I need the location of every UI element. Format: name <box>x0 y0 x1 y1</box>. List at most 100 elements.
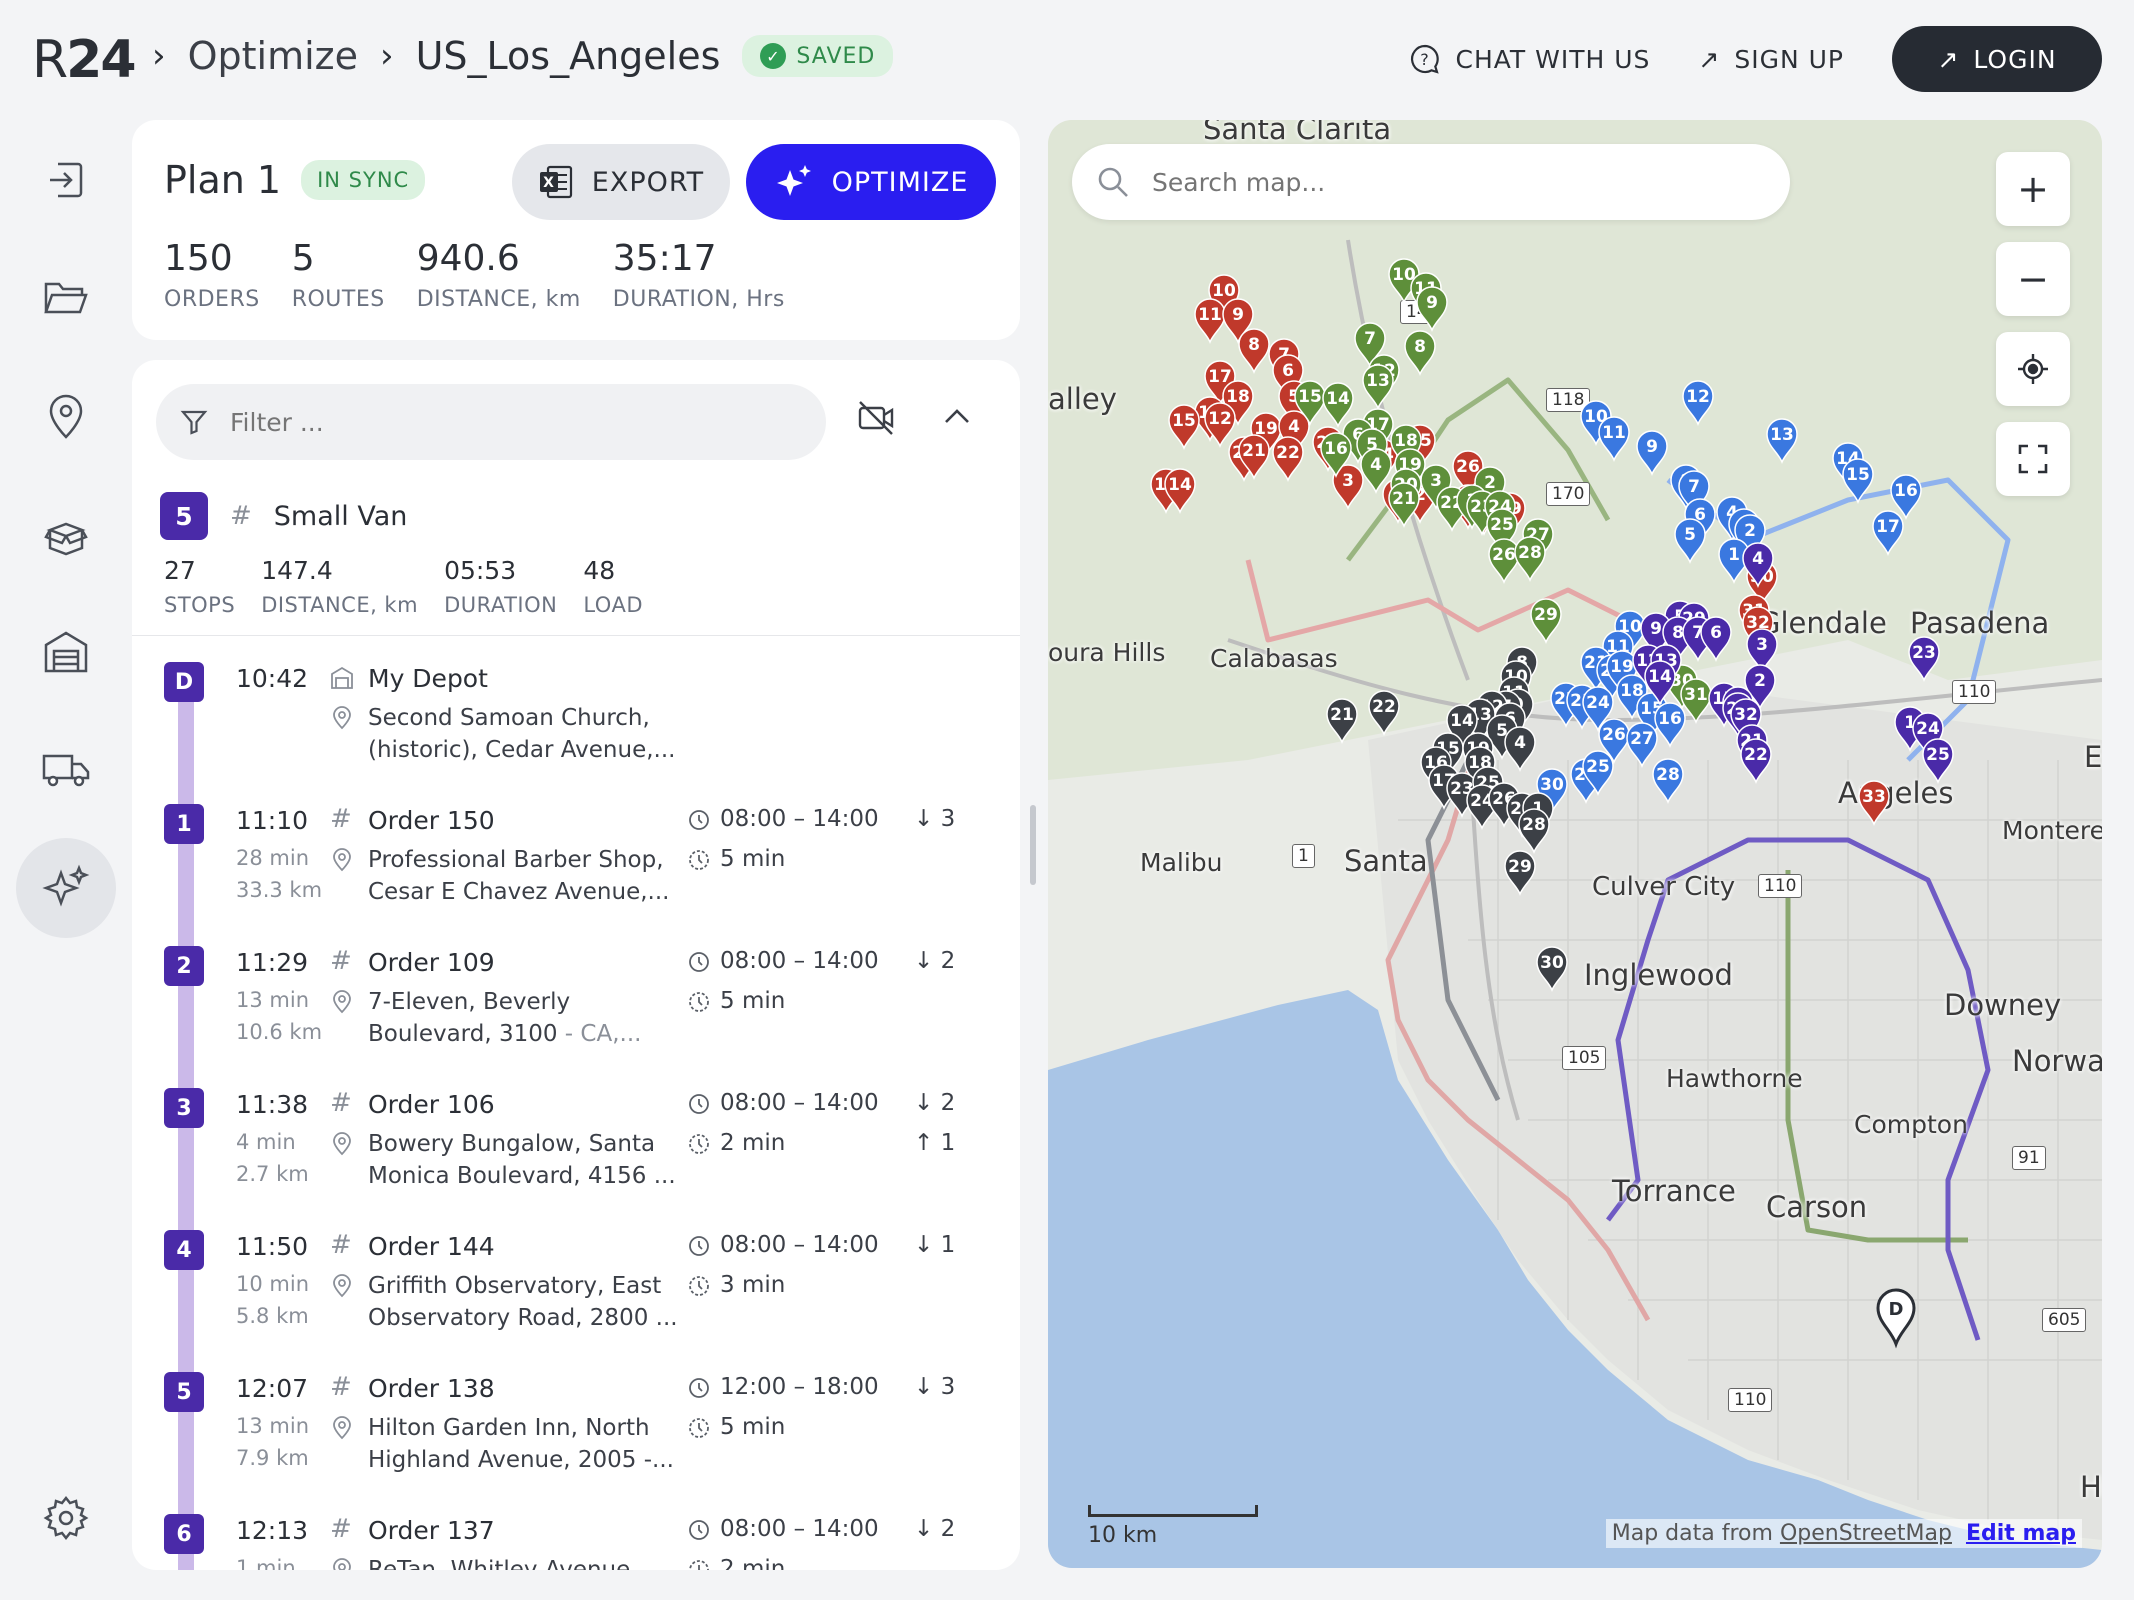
map-search-input[interactable] <box>1152 167 1752 197</box>
route-stop-marker[interactable]: 9 <box>1636 430 1668 477</box>
route-stop-marker[interactable]: 32 <box>1730 698 1762 745</box>
route-stop-marker[interactable]: 18 <box>1390 424 1422 471</box>
list-item[interactable]: 3 11:38 4 min 2.7 km # Order 106 Bowery … <box>132 1076 1020 1218</box>
route-stop-marker[interactable]: 25 <box>1922 738 1954 785</box>
route-stop-marker[interactable]: 21 <box>1326 698 1358 745</box>
route-stop-marker[interactable]: 27 <box>1626 722 1658 769</box>
route-stop-marker[interactable]: 29 <box>1504 850 1536 897</box>
list-item[interactable]: 1 11:10 28 min 33.3 km # Order 150 Profe… <box>132 792 1020 934</box>
route-stop-marker[interactable]: 16 <box>1320 432 1352 479</box>
route-stop-marker[interactable]: 14 <box>1446 704 1478 751</box>
route-stop-marker[interactable]: 3 <box>1332 464 1364 511</box>
route-stop-marker[interactable]: 30 <box>1536 946 1568 993</box>
route-stop-marker[interactable]: 19 <box>1606 650 1638 697</box>
route-stop-marker[interactable]: 5 <box>1674 518 1706 565</box>
route-stop-marker[interactable]: 28 <box>1514 536 1546 583</box>
route-stop-marker[interactable]: 13 <box>1766 418 1798 465</box>
route-stop-marker[interactable]: 4 <box>1742 542 1774 589</box>
plan-title[interactable]: Plan 1 <box>164 158 282 202</box>
zoom-in-button[interactable]: + <box>1996 152 2070 226</box>
route-stop-marker[interactable]: 21 <box>1238 434 1270 481</box>
list-item[interactable]: 6 12:13 1 min # Order 137 ReTan, Whitley… <box>132 1502 1020 1570</box>
depot-marker[interactable]: D <box>1876 1288 1916 1349</box>
route-stop-marker[interactable]: 3 <box>1746 628 1778 675</box>
filter-field[interactable] <box>156 384 826 460</box>
route-stop-marker[interactable]: 7 <box>1678 470 1710 517</box>
logo[interactable]: R24 <box>32 30 137 90</box>
route-stop-marker[interactable]: 14 <box>1644 660 1676 707</box>
route-stop-marker[interactable]: 22 <box>1272 436 1304 483</box>
route-stop-marker[interactable]: 17 <box>1204 360 1236 407</box>
breadcrumb-plan-name[interactable]: US_Los_Angeles <box>415 34 721 78</box>
route-stop-marker[interactable]: 28 <box>1652 758 1684 805</box>
route-stop-marker[interactable]: 8 <box>1404 330 1436 377</box>
route-stop-marker[interactable]: 22 <box>1740 738 1772 785</box>
route-stop-marker[interactable]: 29 <box>1530 598 1562 645</box>
route-stop-marker[interactable]: 18 <box>1616 674 1648 721</box>
route-stop-marker[interactable]: 10 <box>1388 258 1420 305</box>
route-stop-marker[interactable]: 12 <box>1682 380 1714 427</box>
route-stop-marker[interactable]: 11 <box>1194 298 1226 345</box>
route-stop-marker[interactable]: 6 <box>1700 616 1732 663</box>
route-stop-marker[interactable]: 23 <box>1908 636 1940 683</box>
list-item[interactable]: D 10:42 My Depot Second Samoan Church, (… <box>132 650 1020 792</box>
route-stop-marker[interactable]: 19 <box>1250 412 1282 459</box>
route-stop-marker[interactable]: 9 <box>1416 286 1448 333</box>
route-stop-marker[interactable]: 21 <box>1388 482 1420 529</box>
openstreetmap-link[interactable]: OpenStreetMap <box>1779 1521 1952 1546</box>
scrollbar[interactable] <box>1030 805 1036 885</box>
route-stop-marker[interactable]: 15 <box>1168 404 1200 451</box>
route-stop-marker[interactable]: 8 <box>1238 328 1270 375</box>
route-stop-marker[interactable]: 12 <box>1204 402 1236 449</box>
sidebar-item-optimize[interactable] <box>16 838 116 938</box>
sidebar-item-orders[interactable] <box>16 484 116 584</box>
route-stop-marker[interactable]: 16 <box>1654 702 1686 749</box>
optimize-button[interactable]: OPTIMIZE <box>746 144 996 220</box>
route-stop-marker[interactable]: 22 <box>1368 690 1400 737</box>
vehicle-header[interactable]: 5 # Small Van <box>160 492 407 540</box>
sidebar-item-files[interactable] <box>16 248 116 348</box>
route-stop-marker[interactable]: 31 <box>1680 678 1712 725</box>
sidebar-item-depots[interactable] <box>16 602 116 702</box>
route-stop-marker[interactable]: 15 <box>1842 458 1874 505</box>
route-stop-marker[interactable]: 7 <box>1354 322 1386 369</box>
settings-button[interactable] <box>16 1468 116 1568</box>
route-stop-marker[interactable]: 24 <box>1582 686 1614 733</box>
login-button[interactable]: ↗ LOGIN <box>1892 26 2102 92</box>
route-stop-marker[interactable]: 25 <box>1582 750 1614 797</box>
edit-map-link[interactable]: Edit map <box>1965 1521 2076 1546</box>
route-stop-marker[interactable]: 6 <box>1272 354 1304 401</box>
route-stop-marker[interactable]: 4 <box>1360 448 1392 495</box>
route-stop-marker[interactable]: 16 <box>1890 474 1922 521</box>
list-item[interactable]: 5 12:07 13 min 7.9 km # Order 138 Hilton… <box>132 1360 1020 1502</box>
route-stop-marker[interactable]: 11 <box>1598 416 1630 463</box>
route-stop-marker[interactable]: 4 <box>1278 410 1310 457</box>
route-stop-marker[interactable]: 26 <box>1488 538 1520 585</box>
map-view[interactable]: Santa Clarita alley oura Hills Calabasas… <box>1048 120 2102 1568</box>
route-stop-marker[interactable]: 26 <box>1452 450 1484 497</box>
export-button[interactable]: X EXPORT <box>512 144 730 220</box>
route-stop-marker[interactable]: 26 <box>1598 718 1630 765</box>
route-stop-marker[interactable]: 13 <box>1362 364 1394 411</box>
route-stop-marker[interactable]: 25 <box>1486 508 1518 555</box>
route-stop-marker[interactable]: 15 <box>1294 380 1326 427</box>
sidebar-item-import[interactable] <box>16 130 116 230</box>
list-item[interactable]: 2 11:29 13 min 10.6 km # Order 109 7-Ele… <box>132 934 1020 1076</box>
list-item[interactable]: 4 11:50 10 min 5.8 km # Order 144 Griffi… <box>132 1218 1020 1360</box>
route-stop-marker[interactable]: 14 <box>1164 468 1196 515</box>
route-stop-marker[interactable]: 14 <box>1322 382 1354 429</box>
sidebar-item-vehicles[interactable] <box>16 720 116 820</box>
route-stop-marker[interactable]: 4 <box>1504 726 1536 773</box>
hide-on-map-button[interactable] <box>856 398 896 442</box>
route-stop-marker[interactable]: 28 <box>1518 808 1550 855</box>
fullscreen-button[interactable] <box>1996 422 2070 496</box>
route-stop-marker[interactable]: 9 <box>1222 298 1254 345</box>
zoom-out-button[interactable]: − <box>1996 242 2070 316</box>
sidebar-item-locations[interactable] <box>16 366 116 466</box>
breadcrumb-optimize[interactable]: Optimize <box>187 34 358 78</box>
route-stop-marker[interactable]: 17 <box>1872 510 1904 557</box>
map-search-field[interactable] <box>1072 144 1790 220</box>
locate-button[interactable] <box>1996 332 2070 406</box>
collapse-button[interactable] <box>940 400 974 438</box>
route-stop-marker[interactable]: 33 <box>1858 780 1890 827</box>
